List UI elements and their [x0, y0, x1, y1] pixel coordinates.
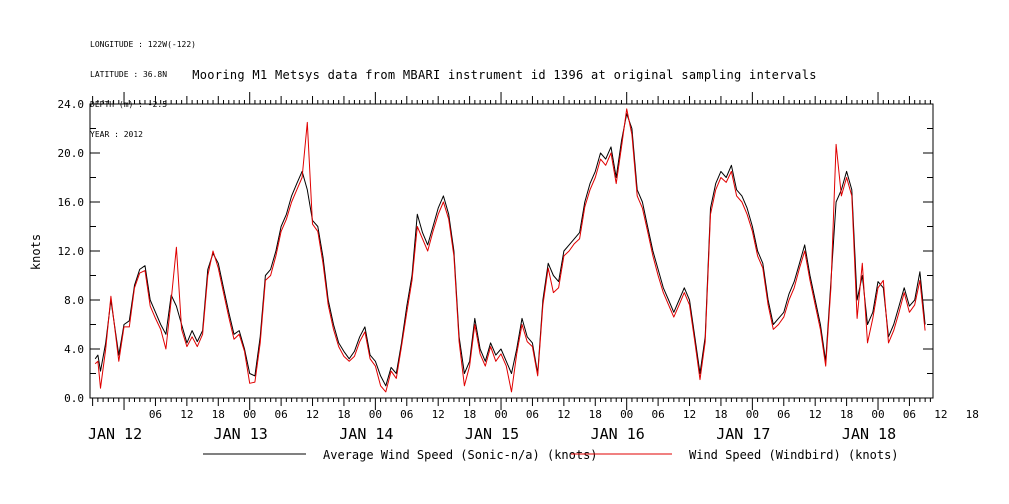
chart-title: Mooring M1 Metsys data from MBARI instru…	[192, 68, 817, 82]
x-hour-label: 06	[777, 408, 790, 421]
x-hour-label: 12	[934, 408, 947, 421]
meta-year: YEAR : 2012	[90, 130, 143, 139]
legend-label: Wind Speed (Windbird) (knots)	[689, 448, 899, 462]
y-tick-label: 8.0	[64, 294, 84, 307]
x-hour-label: 18	[463, 408, 476, 421]
x-hour-label: 18	[589, 408, 602, 421]
x-hour-label: 00	[746, 408, 759, 421]
meta-longitude: LONGITUDE : 122W(-122)	[90, 40, 196, 49]
x-day-label: JAN 12	[88, 425, 142, 443]
x-hour-label: 12	[809, 408, 822, 421]
x-day-label: JAN 15	[465, 425, 519, 443]
series-line-average-wind-speed	[94, 113, 926, 387]
x-day-label: JAN 13	[214, 425, 268, 443]
x-hour-label: 06	[400, 408, 413, 421]
x-day-label: JAN 16	[591, 425, 645, 443]
x-hour-label: 06	[651, 408, 664, 421]
x-hour-label: 00	[620, 408, 633, 421]
x-hour-label: 18	[840, 408, 853, 421]
y-tick-label: 0.0	[64, 392, 84, 405]
legend: Average Wind Speed (Sonic-n/a) (knots) Wi…	[203, 448, 899, 462]
x-hour-label: 18	[212, 408, 225, 421]
x-hour-label: 12	[557, 408, 570, 421]
x-hour-label: 12	[683, 408, 696, 421]
x-hour-label: 18	[337, 408, 350, 421]
y-axis-label: knots	[29, 234, 43, 270]
x-hour-label: 06	[526, 408, 539, 421]
x-hour-label: 06	[149, 408, 162, 421]
x-hour-label: 06	[274, 408, 287, 421]
x-day-label: JAN 14	[339, 425, 393, 443]
x-hour-label: 18	[966, 408, 979, 421]
y-tick-label: 4.0	[64, 343, 84, 356]
x-hour-label: 18	[714, 408, 727, 421]
y-tick-label: 24.0	[58, 98, 85, 111]
x-hour-label: 12	[306, 408, 319, 421]
plot-frame	[89, 103, 934, 399]
y-tick-label: 12.0	[58, 245, 85, 258]
x-hour-label: 00	[243, 408, 256, 421]
y-tick-label: 20.0	[58, 147, 85, 160]
x-hour-label: 00	[369, 408, 382, 421]
y-tick-label: 16.0	[58, 196, 85, 209]
x-hour-label: 12	[180, 408, 193, 421]
x-hour-label: 06	[903, 408, 916, 421]
x-day-label: JAN 17	[716, 425, 770, 443]
legend-label: Average Wind Speed (Sonic-n/a) (knots)	[323, 448, 598, 462]
x-hour-label: 12	[432, 408, 445, 421]
x-hour-label: 00	[871, 408, 884, 421]
series-line-windbird-wind-speed	[94, 108, 926, 393]
meta-latitude: LATITUDE : 36.8N	[90, 70, 168, 79]
x-day-label: JAN 18	[842, 425, 896, 443]
x-hour-label: 00	[494, 408, 507, 421]
